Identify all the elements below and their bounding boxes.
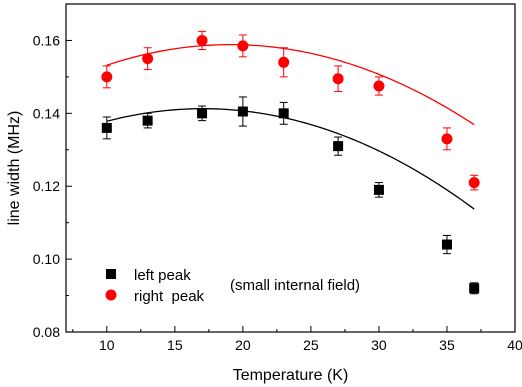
x-tick-label: 40 [507,337,522,353]
data-point-left-peak [278,108,289,119]
data-point-right-peak [142,53,154,65]
x-tick-label: 15 [167,337,183,353]
x-tick-label: 30 [371,337,387,353]
data-point-left-peak [101,122,112,133]
y-axis-label: line width (MHz) [6,111,23,226]
fit-curve-left-peak [106,108,475,210]
legend-label-left-peak: left peak [134,267,191,284]
data-point-left-peak [441,239,452,250]
data-point-left-peak [469,283,480,294]
data-point-right-peak [332,73,344,85]
y-tick-label: 0.16 [33,32,60,48]
data-point-right-peak [196,34,208,46]
data-point-right-peak [373,80,385,92]
data-point-left-peak [142,115,153,126]
data-point-left-peak [373,184,384,195]
data-point-right-peak [441,133,453,145]
legend-marker-right-peak [105,289,117,301]
y-tick-label: 0.14 [33,105,60,121]
annotation-small-internal-field: (small internal field) [230,277,360,294]
data-point-right-peak [278,56,290,68]
x-tick-label: 20 [235,337,251,353]
x-tick-label: 35 [439,337,455,353]
data-point-left-peak [333,141,344,152]
y-tick-label: 0.12 [33,178,60,194]
fit-curve-right-peak [106,43,475,126]
legend-label-right-peak: right peak [134,288,205,305]
x-axis-label: Temperature (K) [233,367,349,384]
x-tick-label: 10 [99,337,115,353]
data-point-right-peak [101,71,113,83]
data-point-right-peak [468,177,480,189]
data-point-left-peak [197,108,208,119]
y-tick-label: 0.10 [33,251,60,267]
legend: left peak right peak [105,267,205,305]
legend-marker-left-peak [106,269,116,279]
plot-frame [65,3,516,333]
y-tick-label: 0.08 [33,324,60,340]
x-tick-label: 25 [303,337,319,353]
data-point-right-peak [237,40,249,52]
data-point-left-peak [237,106,248,117]
